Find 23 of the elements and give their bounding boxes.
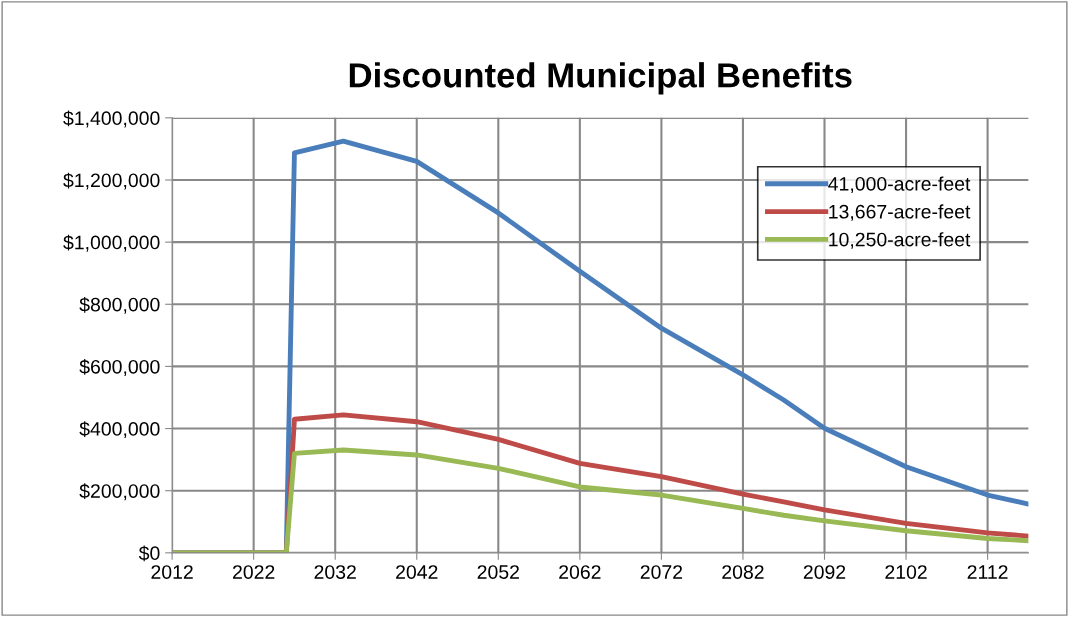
legend-label: 41,000-acre-feet bbox=[828, 176, 971, 194]
y-tick-label: $0 bbox=[138, 545, 160, 562]
legend-label: 13,667-acre-feet bbox=[829, 204, 971, 221]
x-tick-label: 2112 bbox=[967, 565, 1008, 579]
legend-label: 10,250-acre-feet bbox=[829, 232, 971, 249]
y-tick-label: $600,000 bbox=[79, 359, 160, 376]
x-tick-label: 2062 bbox=[559, 565, 601, 579]
y-tick-label: $1,200,000 bbox=[63, 172, 160, 190]
y-tick-label: $1,000,000 bbox=[63, 234, 160, 252]
y-tick-label: $400,000 bbox=[79, 421, 160, 439]
y-tick-label: $800,000 bbox=[79, 296, 160, 314]
x-tick-label: 2042 bbox=[396, 565, 438, 579]
y-tick-label: $1,400,000 bbox=[63, 110, 160, 128]
x-tick-label: 2012 bbox=[151, 565, 193, 579]
x-tick-label: 2082 bbox=[722, 565, 764, 579]
x-tick-label: 2092 bbox=[803, 565, 846, 579]
x-tick-label: 2022 bbox=[233, 565, 275, 579]
chart-title: Discounted Municipal Benefits bbox=[349, 62, 852, 95]
y-tick-label: $200,000 bbox=[79, 483, 160, 501]
x-tick-label: 2102 bbox=[885, 565, 927, 579]
x-tick-label: 2052 bbox=[477, 565, 519, 579]
x-tick-label: 2032 bbox=[314, 565, 356, 579]
x-tick-label: 2072 bbox=[640, 565, 683, 579]
